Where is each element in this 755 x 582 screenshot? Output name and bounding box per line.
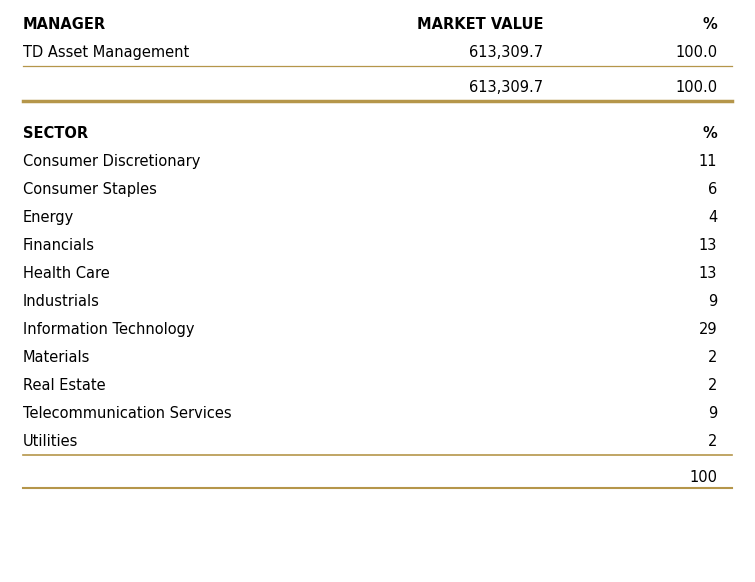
Text: %: %	[702, 17, 717, 33]
Text: MANAGER: MANAGER	[23, 17, 106, 33]
Text: 2: 2	[708, 350, 717, 365]
Text: MARKET VALUE: MARKET VALUE	[417, 17, 544, 33]
Text: TD Asset Management: TD Asset Management	[23, 45, 189, 61]
Text: 6: 6	[708, 182, 717, 197]
Text: 2: 2	[708, 434, 717, 449]
Text: %: %	[702, 126, 717, 141]
Text: Information Technology: Information Technology	[23, 322, 194, 337]
Text: 100.0: 100.0	[675, 45, 717, 61]
Text: Financials: Financials	[23, 238, 94, 253]
Text: Industrials: Industrials	[23, 294, 100, 309]
Text: 613,309.7: 613,309.7	[470, 80, 544, 95]
Text: SECTOR: SECTOR	[23, 126, 88, 141]
Text: 613,309.7: 613,309.7	[470, 45, 544, 61]
Text: Telecommunication Services: Telecommunication Services	[23, 406, 231, 421]
Text: 11: 11	[698, 154, 717, 169]
Text: Consumer Discretionary: Consumer Discretionary	[23, 154, 200, 169]
Text: 2: 2	[708, 378, 717, 393]
Text: 100: 100	[689, 470, 717, 485]
Text: 13: 13	[699, 266, 717, 281]
Text: 29: 29	[698, 322, 717, 337]
Text: 9: 9	[708, 294, 717, 309]
Text: 13: 13	[699, 238, 717, 253]
Text: Real Estate: Real Estate	[23, 378, 105, 393]
Text: Consumer Staples: Consumer Staples	[23, 182, 156, 197]
Text: Health Care: Health Care	[23, 266, 109, 281]
Text: Materials: Materials	[23, 350, 90, 365]
Text: 4: 4	[708, 210, 717, 225]
Text: Utilities: Utilities	[23, 434, 78, 449]
Text: 100.0: 100.0	[675, 80, 717, 95]
Text: Energy: Energy	[23, 210, 74, 225]
Text: 9: 9	[708, 406, 717, 421]
